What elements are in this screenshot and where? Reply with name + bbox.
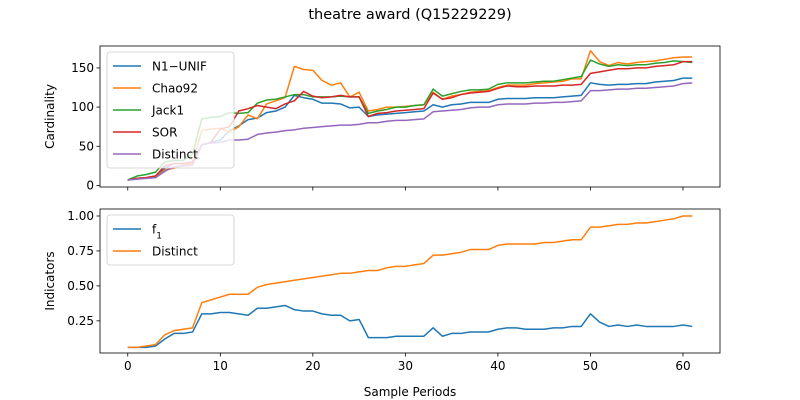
y-tick-label-1-2: 100: [71, 100, 94, 114]
legend-box-2: [106, 214, 235, 266]
x-tick-label-3: 30: [398, 359, 413, 373]
y-axis-label-1: Cardinality: [43, 84, 57, 149]
axes-frame-1: [99, 45, 721, 188]
x-tick-label-0: 0: [124, 359, 132, 373]
panel-2: 0.25 0.50 0.75 1.00 0 10 20 30 40 50 60 Indicators f…: [43, 208, 721, 373]
y-axis-label-2: Indicators: [43, 251, 57, 310]
legend-label-2-1: f1: [152, 223, 162, 242]
x-axis-label: Sample Periods: [364, 385, 456, 399]
legend-label-1-5: Distinct: [152, 148, 198, 162]
x-tick-label-2: 20: [305, 359, 320, 373]
chart-title: theatre award (Q15229229): [308, 7, 511, 23]
axes-frame-2: [99, 208, 721, 354]
legend-box-1: [106, 51, 235, 169]
legend-label-1-3: Jack1: [151, 104, 184, 118]
y-tick-label-2-1: 0.50: [67, 279, 94, 293]
y-tick-label-2-2: 0.75: [67, 244, 94, 258]
legend-label-1-4: SOR: [152, 126, 177, 140]
legend-label-1-2: Chao92: [152, 82, 198, 96]
series-line-2-2: [127, 215, 693, 349]
legend-label-subscript: 1: [156, 232, 162, 242]
x-tick-label-1: 10: [213, 359, 228, 373]
x-tick-label-6: 60: [675, 359, 690, 373]
y-tick-label-2-0: 0.25: [67, 314, 94, 328]
y-tick-label-1-1: 50: [79, 139, 94, 153]
panel-1: 0 50 100 150 Cardinality N1−UNIF Chao92 Jack1 SO…: [43, 45, 721, 192]
y-tick-label-1-3: 150: [71, 61, 94, 75]
legend-label-2-2: Distinct: [152, 245, 198, 259]
x-tick-label-4: 40: [490, 359, 505, 373]
y-tick-label-2-3: 1.00: [67, 209, 94, 223]
y-tick-label-1-0: 0: [86, 178, 94, 192]
series-line-2-1: [127, 304, 693, 349]
x-tick-label-5: 50: [583, 359, 598, 373]
legend-label-1-1: N1−UNIF: [152, 60, 207, 74]
